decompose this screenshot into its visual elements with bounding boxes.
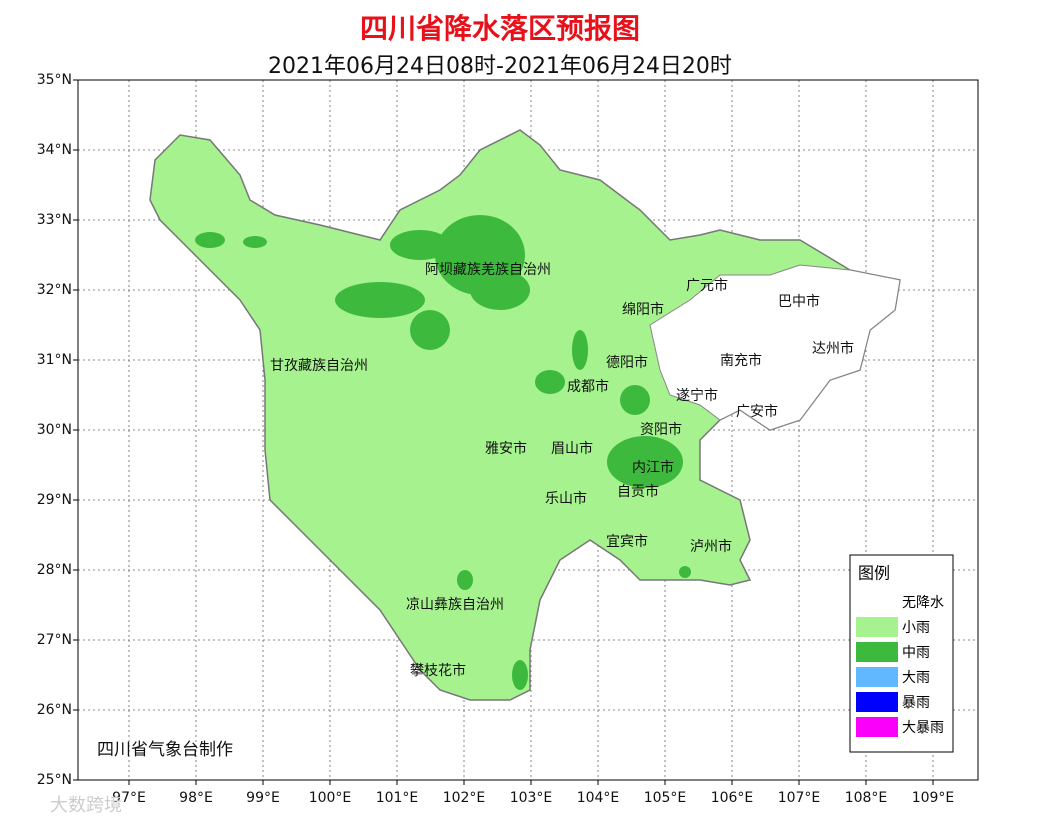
legend-label: 大暴雨: [902, 720, 944, 736]
place-label: 甘孜藏族自治州: [270, 358, 368, 374]
place-label: 广元市: [686, 277, 728, 294]
watermark: 大数跨境: [50, 795, 122, 816]
place-label: 成都市: [567, 378, 609, 395]
moderate-rain-areas: [195, 215, 691, 690]
x-tick-label: 97°E: [112, 790, 146, 806]
place-label: 绵阳市: [622, 301, 664, 318]
y-tick-label: 33°N: [37, 212, 72, 228]
place-label: 乐山市: [545, 490, 587, 507]
legend-label: 小雨: [902, 620, 930, 636]
place-label: 南充市: [720, 352, 762, 369]
place-label: 德阳市: [606, 354, 648, 371]
y-tick-label: 29°N: [37, 492, 72, 508]
place-label: 内江市: [632, 459, 674, 476]
x-tick-label: 102°E: [443, 790, 486, 806]
place-label: 资阳市: [640, 421, 682, 438]
legend-title: 图例: [858, 564, 890, 583]
y-tick-label: 34°N: [37, 142, 72, 158]
map-frame: [77, 79, 979, 781]
place-label: 自贡市: [617, 483, 659, 500]
x-tick-label: 99°E: [246, 790, 280, 806]
y-tick-label: 32°N: [37, 282, 72, 298]
y-tick-label: 31°N: [37, 352, 72, 368]
no-rain-area: [649, 264, 901, 431]
legend-swatch: [856, 617, 898, 637]
legend-swatch: [856, 642, 898, 662]
y-tick-label: 25°N: [37, 772, 72, 788]
x-tick-label: 106°E: [711, 790, 754, 806]
x-tick-label: 107°E: [778, 790, 821, 806]
legend-swatch: [856, 592, 898, 612]
legend-swatch: [856, 667, 898, 687]
legend-swatch: [856, 692, 898, 712]
province-light-rain: [149, 129, 901, 701]
x-tick-label: 101°E: [376, 790, 419, 806]
x-tick-label: 98°E: [179, 790, 213, 806]
place-label: 宜宾市: [606, 533, 648, 550]
y-tick-label: 28°N: [37, 562, 72, 578]
place-label: 达州市: [812, 340, 854, 357]
x-tick-label: 109°E: [912, 790, 955, 806]
legend-label: 暴雨: [902, 695, 930, 711]
place-label: 遂宁市: [676, 387, 718, 404]
place-label: 巴中市: [778, 293, 820, 310]
y-tick-label: 27°N: [37, 632, 72, 648]
y-tick-label: 35°N: [37, 72, 72, 88]
place-label: 阿坝藏族羌族自治州: [425, 262, 551, 278]
legend-label: 无降水: [902, 595, 944, 611]
title: 四川省降水落区预报图: [360, 12, 640, 45]
x-tick-label: 105°E: [644, 790, 687, 806]
x-tick-label: 100°E: [309, 790, 352, 806]
x-tick-label: 108°E: [845, 790, 888, 806]
place-label: 凉山彝族自治州: [406, 597, 504, 613]
x-tick-label: 104°E: [577, 790, 620, 806]
place-label: 攀枝花市: [410, 662, 466, 679]
subtitle: 2021年06月24日08时-2021年06月24日20时: [268, 54, 732, 79]
place-label: 广安市: [736, 403, 778, 420]
legend-label: 中雨: [902, 645, 930, 661]
y-tick-label: 26°N: [37, 702, 72, 718]
place-label: 雅安市: [485, 440, 527, 457]
credit: 四川省气象台制作: [97, 740, 233, 760]
legend-swatch: [856, 717, 898, 737]
place-label: 泸州市: [690, 538, 732, 555]
x-tick-label: 103°E: [510, 790, 553, 806]
y-tick-label: 30°N: [37, 422, 72, 438]
legend-label: 大雨: [902, 670, 930, 686]
place-label: 眉山市: [551, 440, 593, 457]
